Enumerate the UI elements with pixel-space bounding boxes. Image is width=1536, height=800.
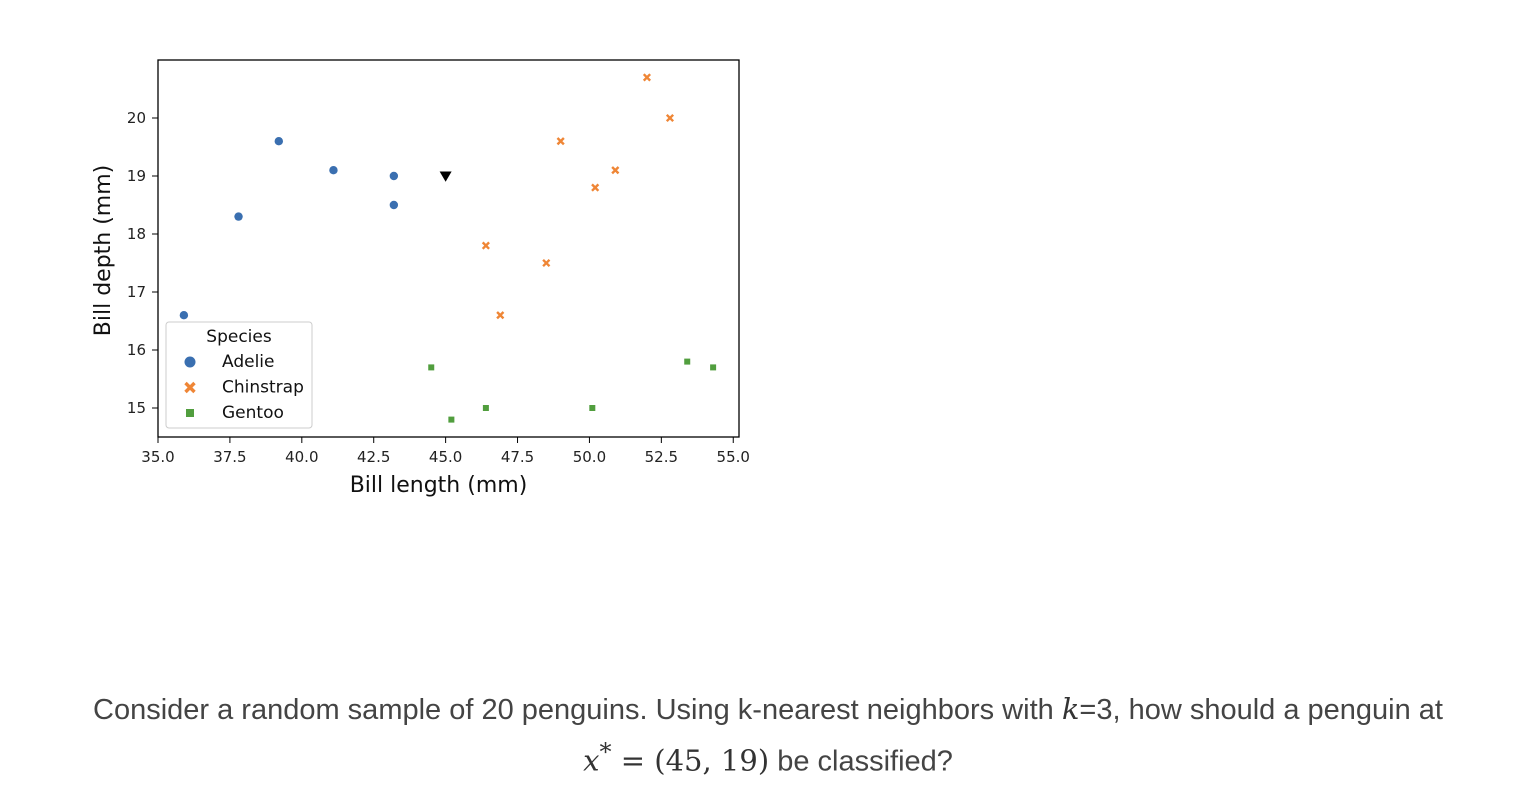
legend-box <box>165 321 313 429</box>
legend-label-gentoo: Gentoo <box>222 403 284 423</box>
data-point-chinstrap <box>642 73 652 82</box>
y-tick-label: 15 <box>127 399 146 417</box>
data-point-adelie <box>274 137 284 146</box>
question-tail: be classified? <box>769 745 953 778</box>
data-point-gentoo <box>482 405 489 411</box>
query-coordinates: (45, 19) <box>654 743 770 778</box>
legend-marker-chinstrap <box>184 381 196 394</box>
y-tick-label: 17 <box>127 283 146 301</box>
x-tick-label: 35.0 <box>141 448 174 466</box>
legend-label-chinstrap: Chinstrap <box>222 378 304 398</box>
x-tick-label: 52.5 <box>645 448 678 466</box>
data-point-gentoo <box>448 416 455 423</box>
data-point-chinstrap <box>542 258 551 268</box>
question-text: Consider a random sample of 20 penguins.… <box>40 688 1496 783</box>
x-tick-label: 55.0 <box>717 448 750 466</box>
data-point-chinstrap <box>496 311 505 320</box>
legend-label-adelie: Adelie <box>222 352 275 372</box>
x-tick-label: 40.0 <box>285 448 318 466</box>
question-lead: Consider a random sample of 20 penguins.… <box>93 694 1062 726</box>
legend-marker-adelie <box>184 356 196 368</box>
data-point-gentoo <box>710 364 717 371</box>
data-point-adelie <box>179 311 189 320</box>
query-point-marker <box>439 171 452 182</box>
data-point-chinstrap <box>611 166 620 175</box>
data-point-adelie <box>389 200 399 210</box>
data-point-gentoo <box>589 405 596 411</box>
x-star-superscript: * <box>599 738 612 766</box>
y-tick-label: 19 <box>127 167 146 185</box>
x-tick-label: 45.0 <box>429 448 462 466</box>
equals-sign: = <box>611 743 655 778</box>
x-tick-label: 37.5 <box>213 448 246 466</box>
scatter-plot: 35.0 37.5 40.0 42.5 45.0 47.5 50.0 52.5 55.0 15 16… <box>91 59 750 498</box>
y-tick-label: 20 <box>127 109 146 127</box>
data-point-adelie <box>329 166 338 175</box>
data-point-gentoo <box>428 364 435 371</box>
y-axis-label: Bill depth (mm) <box>91 165 116 336</box>
question-k-suffix: =3, how should a penguin at <box>1079 694 1443 726</box>
legend-title: Species <box>206 327 272 347</box>
data-point-chinstrap <box>481 241 490 250</box>
x-axis-label: Bill length (mm) <box>350 473 528 498</box>
data-point-adelie <box>389 171 399 181</box>
data-point-gentoo <box>684 358 691 365</box>
data-point-chinstrap <box>591 183 600 192</box>
y-tick-label: 18 <box>127 225 146 243</box>
k-symbol: k <box>1061 692 1080 726</box>
data-point-chinstrap <box>665 113 675 123</box>
legend-marker-gentoo <box>186 409 194 417</box>
x-tick-label: 42.5 <box>357 448 390 466</box>
y-tick-label: 16 <box>127 341 146 359</box>
x-tick-label: 47.5 <box>501 448 534 466</box>
x-tick-label: 50.0 <box>573 448 606 466</box>
x-star-symbol: x <box>583 743 600 778</box>
data-point-adelie <box>234 212 243 221</box>
plot-frame <box>157 59 740 438</box>
data-point-chinstrap <box>556 137 565 146</box>
